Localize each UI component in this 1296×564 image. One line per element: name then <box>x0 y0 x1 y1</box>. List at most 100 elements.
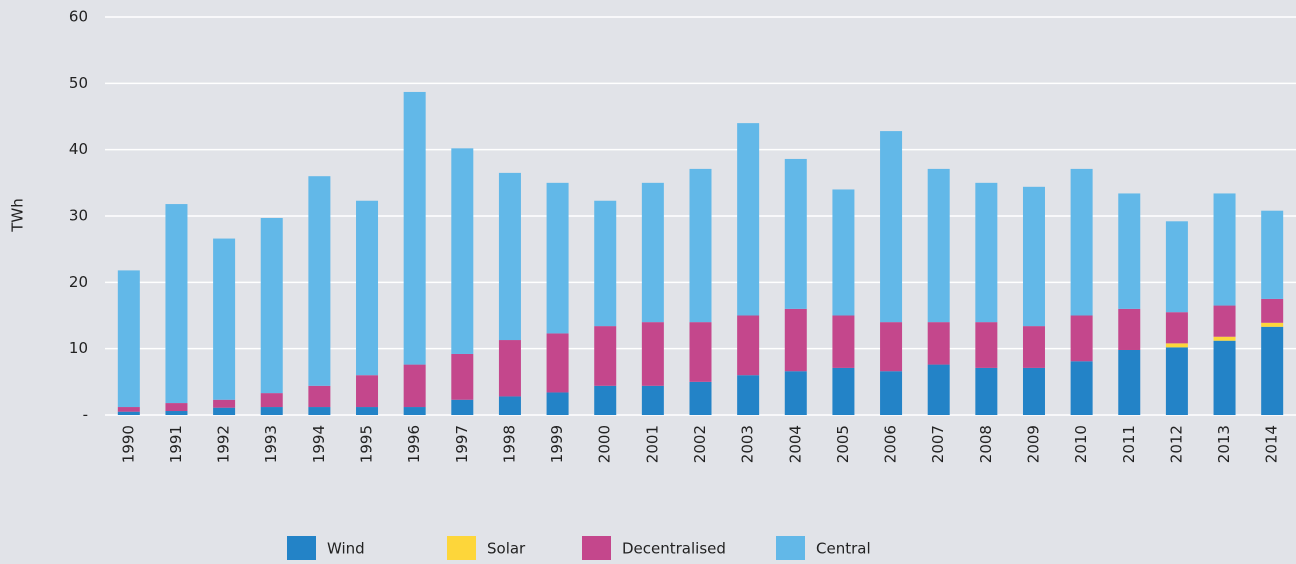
bar-segment <box>117 270 140 408</box>
bar-segment <box>689 381 712 415</box>
bar-segment <box>784 371 807 415</box>
bar-segment <box>165 411 188 415</box>
bar-segment <box>689 322 712 382</box>
x-tick-label: 2009 <box>1024 425 1042 463</box>
legend-swatch <box>287 536 316 560</box>
bar-segment <box>832 189 855 316</box>
legend-label: Wind <box>327 540 365 558</box>
bar-segment <box>1261 210 1284 299</box>
x-tick-label: 1997 <box>453 425 471 463</box>
x-tick-label: 1995 <box>358 425 376 463</box>
bar-segment <box>594 326 617 386</box>
bar-segment <box>451 399 474 415</box>
y-axis-label: TWh <box>9 198 27 233</box>
bar-segment <box>451 353 474 400</box>
y-tick-label: 20 <box>69 273 88 291</box>
bar-segment <box>1165 343 1188 348</box>
bar-segment <box>641 322 664 386</box>
legend-swatch <box>447 536 476 560</box>
bar-segment <box>1261 326 1284 415</box>
x-tick-label: 2003 <box>739 425 757 463</box>
bar-segment <box>546 333 569 393</box>
x-tick-label: 1996 <box>405 425 423 463</box>
bar-segment <box>213 407 236 415</box>
x-tick-label: 1999 <box>548 425 566 463</box>
x-tick-label: 2014 <box>1263 425 1281 463</box>
bar-segment <box>880 131 903 323</box>
bar-segment <box>117 411 140 415</box>
bar-segment <box>1022 186 1045 327</box>
bar-segment <box>451 148 474 354</box>
bar-segment <box>594 200 617 327</box>
bar-segment <box>737 375 760 415</box>
bar-segment <box>117 407 140 412</box>
bar-segment <box>213 238 236 400</box>
bar-segment <box>1165 347 1188 415</box>
bar-segment <box>308 176 331 386</box>
legend-swatch <box>776 536 805 560</box>
bar-segment <box>927 364 950 415</box>
bar-segment <box>356 200 379 376</box>
x-tick-label: 2002 <box>691 425 709 463</box>
bar-segment <box>1213 305 1236 337</box>
bar-segment <box>1261 322 1284 327</box>
bar-segment <box>1213 336 1236 341</box>
x-tick-label: 2006 <box>882 425 900 463</box>
bar-segment <box>1213 193 1236 306</box>
x-tick-label: 1992 <box>215 425 233 463</box>
bar-segment <box>784 158 807 309</box>
y-tick-label: 30 <box>69 207 88 225</box>
legend-label: Solar <box>487 540 526 558</box>
y-tick-label: 10 <box>69 339 88 357</box>
bar-segment <box>546 182 569 334</box>
bar-segment <box>260 393 283 408</box>
x-tick-label: 2011 <box>1120 425 1138 463</box>
y-tick-label: 60 <box>69 8 88 26</box>
bar-segment <box>1165 312 1188 344</box>
bar-segment <box>1022 326 1045 368</box>
x-tick-label: 1998 <box>500 425 518 463</box>
bar-segment <box>1165 221 1188 313</box>
legend-label: Central <box>816 540 871 558</box>
bar-segment <box>784 308 807 372</box>
x-tick-label: 2005 <box>834 425 852 463</box>
y-tick-label: 40 <box>69 140 88 158</box>
bar-segment <box>260 217 283 394</box>
x-tick-label: 2010 <box>1072 425 1090 463</box>
x-tick-label: 2000 <box>596 425 614 463</box>
bar-segment <box>546 392 569 415</box>
bar-segment <box>975 367 998 415</box>
bar-segment <box>1022 367 1045 415</box>
bar-segment <box>975 322 998 368</box>
bar-segment <box>1070 361 1093 415</box>
bar-segment <box>1213 340 1236 415</box>
bar-segment <box>403 364 426 408</box>
x-tick-label: 2001 <box>643 425 661 463</box>
bar-segment <box>498 172 521 341</box>
legend-label: Decentralised <box>622 540 726 558</box>
bar-segment <box>213 399 236 408</box>
bar-segment <box>832 367 855 415</box>
bar-segment <box>737 123 760 316</box>
bar-segment <box>927 168 950 323</box>
bar-segment <box>641 182 664 323</box>
bar-segment <box>1070 315 1093 362</box>
bar-segment <box>975 182 998 323</box>
legend-swatch <box>582 536 611 560</box>
bar-segment <box>356 375 379 408</box>
x-tick-label: 2013 <box>1215 425 1233 463</box>
x-tick-label: 2008 <box>977 425 995 463</box>
bar-segment <box>594 385 617 415</box>
bar-segment <box>308 385 331 408</box>
x-tick-label: 1993 <box>262 425 280 463</box>
bar-segment <box>1070 168 1093 316</box>
bar-segment <box>165 403 188 412</box>
bar-segment <box>260 407 283 415</box>
x-tick-label: 2012 <box>1167 425 1185 463</box>
x-tick-label: 1991 <box>167 425 185 463</box>
x-tick-label: 1990 <box>119 425 137 463</box>
bar-segment <box>737 315 760 376</box>
bar-segment <box>403 407 426 415</box>
bar-segment <box>1118 193 1141 309</box>
